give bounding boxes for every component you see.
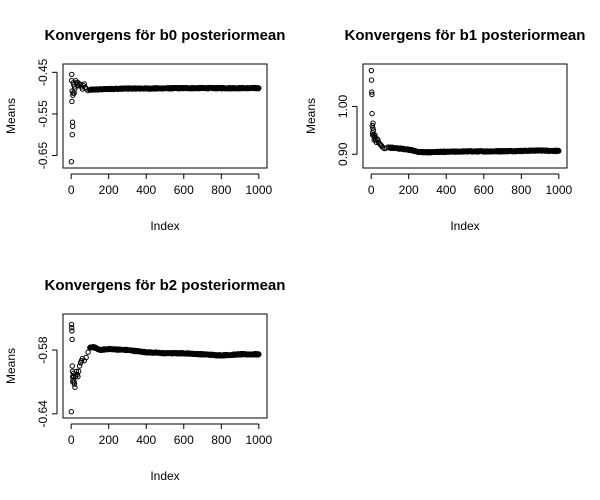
data-point xyxy=(369,110,375,117)
y-ticks: 0.90 1.00 xyxy=(336,94,358,166)
chart-title: Konvergens för b1 posteriormean xyxy=(345,27,586,44)
data-point xyxy=(68,409,75,415)
x-tick-label: 1000 xyxy=(245,183,272,197)
x-tick-label: 600 xyxy=(174,433,194,447)
data-point xyxy=(68,321,75,328)
data-point xyxy=(256,85,262,91)
y-ticks: -0.58 -0.64 xyxy=(36,336,58,428)
y-tick-label: -0.64 xyxy=(36,400,50,428)
data-point xyxy=(81,81,87,87)
x-tick-label: 200 xyxy=(99,433,119,447)
x-tick-label: 400 xyxy=(136,433,156,447)
data-point xyxy=(69,325,75,331)
y-tick-label: -0.65 xyxy=(36,142,50,170)
x-tick-label: 600 xyxy=(174,183,194,197)
x-ticks: 0 200 400 600 800 1000 xyxy=(68,423,273,447)
panel-b2: Konvergens för b2 posteriormean Index Me… xyxy=(4,277,285,483)
x-tick-label: 400 xyxy=(136,183,156,197)
data-point xyxy=(368,67,375,74)
data-point xyxy=(68,159,75,165)
x-tick-label: 800 xyxy=(511,183,531,197)
data-point xyxy=(69,328,75,334)
plot-frame xyxy=(62,313,268,419)
panel-b0: Konvergens för b0 posteriormean Index Me… xyxy=(4,27,285,233)
data-points xyxy=(68,321,262,415)
data-point xyxy=(75,368,82,375)
data-point xyxy=(76,363,83,369)
x-tick-label: 800 xyxy=(211,183,231,197)
data-point xyxy=(69,98,75,105)
data-point xyxy=(71,379,77,385)
data-point xyxy=(370,120,376,126)
y-tick-label: 0.90 xyxy=(336,142,350,166)
y-axis-label: Means xyxy=(4,98,18,134)
y-axis-label: Means xyxy=(304,98,318,134)
y-tick-label: 1.00 xyxy=(336,94,350,118)
x-tick-label: 800 xyxy=(211,433,231,447)
data-point xyxy=(72,384,78,390)
x-tick-label: 0 xyxy=(368,183,375,197)
x-tick-label: 600 xyxy=(474,183,494,197)
y-tick-label: -0.45 xyxy=(36,58,50,86)
data-point xyxy=(69,363,75,369)
data-point xyxy=(83,354,89,361)
data-point xyxy=(85,349,91,355)
y-axis-label: Means xyxy=(4,348,18,384)
y-tick-label: -0.58 xyxy=(36,336,50,364)
x-tick-label: 1000 xyxy=(245,433,272,447)
chart-title: Konvergens för b0 posteriormean xyxy=(45,27,286,44)
data-point xyxy=(71,381,78,387)
panel-b1: Konvergens för b1 posteriormean Index Me… xyxy=(304,27,585,233)
x-axis-label: Index xyxy=(150,219,179,233)
x-tick-label: 1000 xyxy=(545,183,572,197)
x-axis-label: Index xyxy=(450,219,479,233)
data-points xyxy=(368,67,562,156)
data-point xyxy=(73,368,80,375)
y-tick-label: -0.55 xyxy=(36,100,50,128)
plot-frame xyxy=(362,63,568,169)
data-point xyxy=(69,123,76,130)
y-ticks: -0.45 -0.55 -0.65 xyxy=(36,58,58,170)
x-axis-label: Index xyxy=(150,469,179,483)
x-tick-label: 0 xyxy=(68,433,75,447)
x-ticks: 0 200 400 600 800 1000 xyxy=(368,173,573,197)
data-point xyxy=(556,148,562,154)
chart-title: Konvergens för b2 posteriormean xyxy=(45,277,286,294)
data-point xyxy=(369,89,375,95)
x-tick-label: 400 xyxy=(436,183,456,197)
data-point xyxy=(69,71,75,78)
data-point xyxy=(368,77,375,83)
plot-frame xyxy=(62,63,268,169)
data-point xyxy=(256,351,262,358)
data-points xyxy=(68,71,262,165)
x-ticks: 0 200 400 600 800 1000 xyxy=(68,173,273,197)
data-point xyxy=(72,86,78,92)
x-tick-label: 200 xyxy=(399,183,419,197)
data-point xyxy=(69,132,75,138)
data-point xyxy=(369,122,375,129)
x-tick-label: 200 xyxy=(99,183,119,197)
data-point xyxy=(75,373,81,380)
data-point xyxy=(369,91,375,98)
data-point xyxy=(69,336,75,343)
x-tick-label: 0 xyxy=(68,183,75,197)
